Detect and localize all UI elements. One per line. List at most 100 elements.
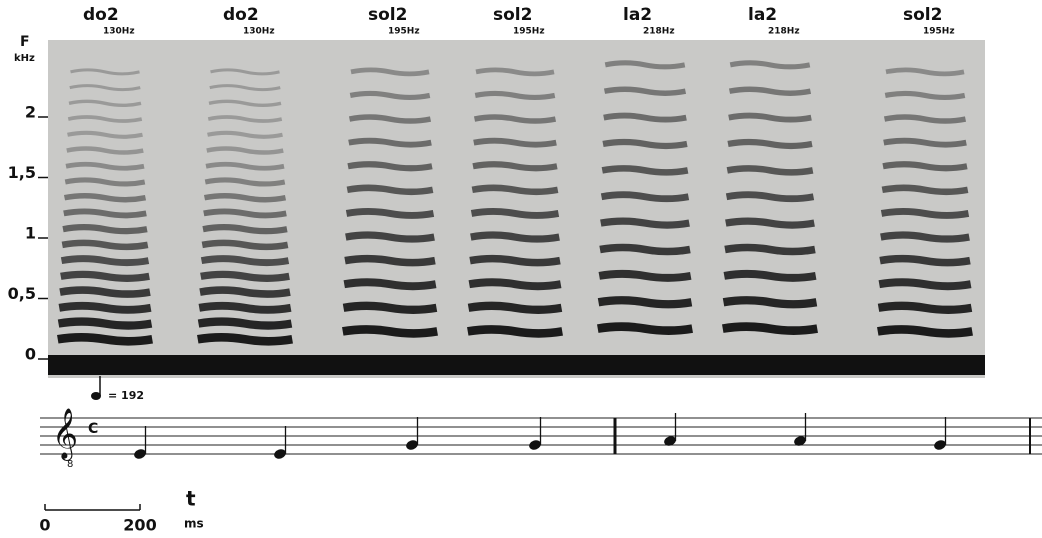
harmonic-band: [885, 67, 965, 77]
note-frequency: 218Hz: [768, 27, 800, 37]
harmonic-band: [210, 68, 280, 76]
harmonic-band: [200, 270, 290, 282]
note-name: sol2: [903, 5, 942, 25]
harmonic-band: [342, 301, 438, 314]
time-label: t: [186, 487, 196, 511]
harmonic-band: [723, 269, 817, 282]
harmonic-band: [877, 301, 973, 314]
tempo: = 192: [108, 389, 144, 402]
tempo-note: [91, 392, 101, 400]
harmonic-band: [471, 184, 559, 196]
harmonic-band: [64, 177, 146, 187]
harmonic-band: [63, 192, 147, 203]
harmonic-band: [599, 243, 691, 256]
harmonic-band: [880, 207, 970, 219]
y-axis-unit: kHz: [14, 53, 35, 64]
harmonic-band: [598, 269, 692, 282]
harmonic-band: [470, 231, 560, 243]
harmonic-band: [883, 114, 967, 124]
harmonic-band: [597, 296, 693, 309]
harmonic-band: [603, 86, 687, 96]
harmonic-band: [603, 112, 687, 123]
note-name: sol2: [368, 5, 407, 25]
harmonic-band: [203, 192, 287, 203]
y-tick-label: 0: [25, 345, 36, 364]
note-frequency: 195Hz: [923, 27, 955, 37]
harmonic-band: [880, 231, 970, 243]
harmonic-band: [722, 296, 818, 309]
harmonic-band: [61, 239, 149, 251]
harmonic-band: [345, 207, 435, 219]
harmonic-band: [883, 137, 967, 148]
harmonic-band: [597, 322, 693, 335]
harmonic-band: [197, 317, 293, 330]
time-signature: C: [88, 421, 98, 437]
harmonic-band: [68, 99, 142, 108]
time-scale-tick-label: 200: [123, 516, 156, 535]
harmonic-band: [728, 112, 812, 123]
harmonic-band: [57, 332, 153, 346]
harmonic-band: [472, 161, 558, 172]
note-name: sol2: [493, 5, 532, 25]
harmonic-band: [349, 90, 431, 101]
harmonic-band: [67, 130, 143, 139]
harmonic-band: [59, 286, 151, 298]
harmonic-band: [473, 114, 557, 124]
harmonic-band: [467, 325, 563, 338]
note-frequency: 195Hz: [388, 27, 420, 37]
harmonic-band: [470, 207, 560, 219]
harmonic-band: [729, 60, 811, 70]
harmonic-band: [204, 177, 286, 187]
harmonic-band: [343, 278, 437, 291]
harmonic-band: [602, 138, 688, 150]
harmonic-band: [199, 286, 291, 298]
harmonic-band: [879, 254, 971, 267]
harmonic-band: [881, 184, 969, 196]
harmonic-band: [468, 278, 562, 291]
note-frequency: 130Hz: [103, 27, 135, 37]
harmonic-band: [725, 217, 815, 229]
harmonic-band: [201, 239, 289, 251]
harmonic-band: [69, 84, 141, 92]
note-head: [794, 436, 806, 446]
note-name: la2: [748, 5, 777, 25]
harmonic-band: [198, 301, 292, 314]
harmonic-band: [727, 138, 813, 150]
y-tick-label: 1: [25, 224, 36, 243]
harmonic-band: [728, 86, 812, 96]
y-tick-label: 2: [25, 103, 36, 122]
harmonic-band: [58, 301, 152, 314]
y-tick-label: 1,5: [8, 163, 36, 182]
harmonic-band: [200, 255, 290, 267]
harmonic-band: [205, 161, 285, 171]
harmonic-band: [348, 114, 432, 124]
y-tick-label: 0,5: [8, 284, 36, 303]
harmonic-band: [877, 325, 973, 338]
note-name: do2: [83, 5, 119, 25]
note-name: do2: [223, 5, 259, 25]
harmonic-band: [344, 254, 436, 267]
harmonic-band: [207, 130, 283, 139]
note-head: [406, 440, 418, 450]
harmonic-band: [467, 301, 563, 314]
note-frequency: 218Hz: [643, 27, 675, 37]
harmonic-band: [473, 137, 557, 148]
note-head: [664, 436, 676, 446]
harmonic-band: [601, 165, 689, 176]
harmonic-band: [206, 146, 284, 155]
harmonic-band: [882, 161, 968, 172]
harmonic-band: [726, 165, 814, 176]
note-frequency: 195Hz: [513, 27, 545, 37]
harmonic-band: [207, 115, 283, 123]
harmonic-band: [878, 278, 972, 291]
note-head: [529, 440, 541, 450]
harmonic-band: [345, 231, 435, 243]
time-scale-tick-label: 0: [39, 516, 50, 535]
harmonic-band: [203, 208, 287, 219]
harmonic-band: [197, 332, 293, 346]
time-unit: ms: [184, 517, 204, 531]
clef-octave: 8: [67, 459, 73, 470]
harmonic-band: [347, 161, 433, 172]
harmonic-band: [348, 137, 432, 148]
